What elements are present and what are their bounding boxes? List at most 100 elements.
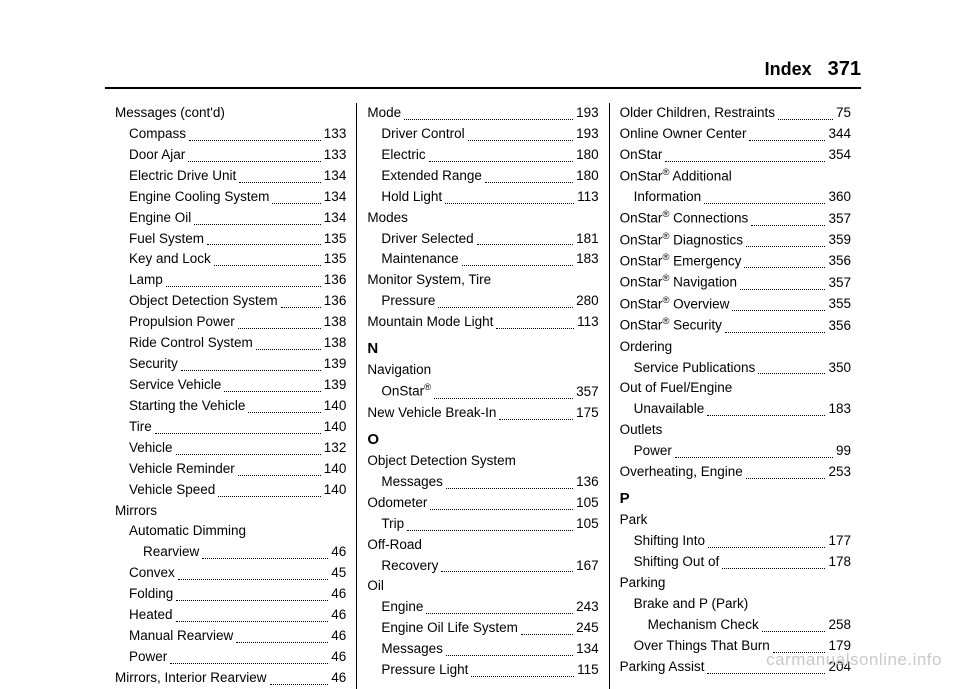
- index-entry-label: Service Vehicle: [129, 375, 221, 396]
- index-entry-page: 46: [331, 542, 346, 563]
- index-entry-page: 356: [828, 251, 851, 272]
- leader-dots: [239, 182, 321, 183]
- index-entry-label: OnStar® Overview: [620, 294, 730, 315]
- leader-dots: [281, 307, 321, 308]
- leader-dots: [496, 328, 574, 329]
- index-entry-page: 46: [331, 626, 346, 647]
- leader-dots: [746, 478, 826, 479]
- leader-dots: [445, 203, 574, 204]
- leader-dots: [521, 634, 573, 635]
- index-entry-label: Shifting Out of: [634, 552, 720, 573]
- index-entry-page: 132: [324, 438, 347, 459]
- index-entry-page: 133: [324, 124, 347, 145]
- index-entry-label: Engine Oil Life System: [381, 618, 518, 639]
- leader-dots: [176, 600, 328, 601]
- index-heading-label: Navigation: [367, 360, 431, 381]
- index-entry-page: 243: [576, 597, 599, 618]
- leader-dots: [430, 509, 573, 510]
- index-entry-label: OnStar® Diagnostics: [620, 230, 743, 251]
- index-heading-label: Automatic Dimming: [129, 521, 246, 542]
- index-entry-page: 105: [576, 493, 599, 514]
- index-heading-label: Brake and P (Park): [634, 594, 749, 615]
- index-heading: Ordering: [620, 337, 851, 358]
- index-entry: OnStar® Security 356: [620, 315, 851, 336]
- index-entry: Compass133: [115, 124, 346, 145]
- leader-dots: [665, 161, 825, 162]
- index-letter: O: [367, 428, 598, 451]
- index-entry: Online Owner Center344: [620, 124, 851, 145]
- header-title: Index: [765, 59, 812, 80]
- leader-dots: [732, 310, 825, 311]
- index-heading-label: Out of Fuel/Engine: [620, 378, 733, 399]
- index-entry: Older Children, Restraints75: [620, 103, 851, 124]
- index-entry-label: Messages: [381, 472, 443, 493]
- index-entry-label: Propulsion Power: [129, 312, 235, 333]
- index-entry-label: Extended Range: [381, 166, 482, 187]
- index-entry-label: Information: [634, 187, 702, 208]
- page-header: Index 371: [105, 58, 861, 89]
- leader-dots: [407, 530, 573, 531]
- leader-dots: [189, 140, 321, 141]
- leader-dots: [155, 433, 321, 434]
- index-entry: OnStar354: [620, 145, 851, 166]
- index-entry: Recovery167: [367, 556, 598, 577]
- index-entry-label: Door Ajar: [129, 145, 185, 166]
- index-entry-label: Vehicle Speed: [129, 480, 215, 501]
- index-entry-label: Mountain Mode Light: [367, 312, 493, 333]
- index-entry-label: Driver Selected: [381, 229, 473, 250]
- index-entry-page: 134: [576, 639, 599, 660]
- index-entry-label: Hold Light: [381, 187, 442, 208]
- index-entry-page: 359: [828, 230, 851, 251]
- index-entry-label: Ride Control System: [129, 333, 253, 354]
- index-entry: Mountain Mode Light 113: [367, 312, 598, 333]
- index-entry-label: Rearview: [143, 542, 199, 563]
- index-entry-page: 46: [331, 584, 346, 605]
- index-heading-label: OnStar® Additional: [620, 166, 732, 187]
- index-entry: Vehicle132: [115, 438, 346, 459]
- index-entry: Key and Lock135: [115, 249, 346, 270]
- index-entry-label: Driver Control: [381, 124, 464, 145]
- index-entry-page: 46: [331, 647, 346, 668]
- index-entry-label: Service Publications: [634, 358, 756, 379]
- index-entry: Maintenance183: [367, 249, 598, 270]
- index-entry-page: 357: [576, 382, 599, 403]
- leader-dots: [751, 225, 825, 226]
- index-heading: Monitor System, Tire: [367, 270, 598, 291]
- index-entry-label: Folding: [129, 584, 173, 605]
- leader-dots: [749, 140, 825, 141]
- index-heading: Automatic Dimming: [115, 521, 346, 542]
- index-entry: Fuel System135: [115, 229, 346, 250]
- leader-dots: [708, 547, 826, 548]
- index-entry: Engine Oil Life System245: [367, 618, 598, 639]
- index-entry: Messages 136: [367, 472, 598, 493]
- index-heading-label: Parking: [620, 573, 666, 594]
- index-entry-page: 356: [828, 316, 851, 337]
- index-entry-label: Odometer: [367, 493, 427, 514]
- index-heading-label: Oil: [367, 576, 384, 597]
- index-heading: Brake and P (Park): [620, 594, 851, 615]
- index-entry-label: Messages: [381, 639, 443, 660]
- index-entry-label: Security: [129, 354, 178, 375]
- leader-dots: [404, 119, 573, 120]
- index-entry-label: Heated: [129, 605, 173, 626]
- leader-dots: [194, 224, 321, 225]
- index-heading: Navigation: [367, 360, 598, 381]
- index-entry: Engine Cooling System134: [115, 187, 346, 208]
- index-entry: Power99: [620, 441, 851, 462]
- index-entry: Tire140: [115, 417, 346, 438]
- index-entry-page: 113: [577, 312, 599, 333]
- leader-dots: [238, 475, 321, 476]
- index-entry: OnStar® Overview355: [620, 294, 851, 315]
- index-entry-label: Overheating, Engine: [620, 462, 743, 483]
- index-entry: Service Publications350: [620, 358, 851, 379]
- index-entry-label: Recovery: [381, 556, 438, 577]
- leader-dots: [181, 370, 321, 371]
- index-letter: P: [620, 487, 851, 510]
- index-entry-label: Electric Drive Unit: [129, 166, 236, 187]
- index-entry: Hold Light113: [367, 187, 598, 208]
- index-entry-page: 136: [576, 472, 599, 493]
- index-entry: Object Detection System136: [115, 291, 346, 312]
- leader-dots: [438, 307, 573, 308]
- index-heading: Modes: [367, 208, 598, 229]
- index-entry-label: OnStar® Security: [620, 315, 722, 336]
